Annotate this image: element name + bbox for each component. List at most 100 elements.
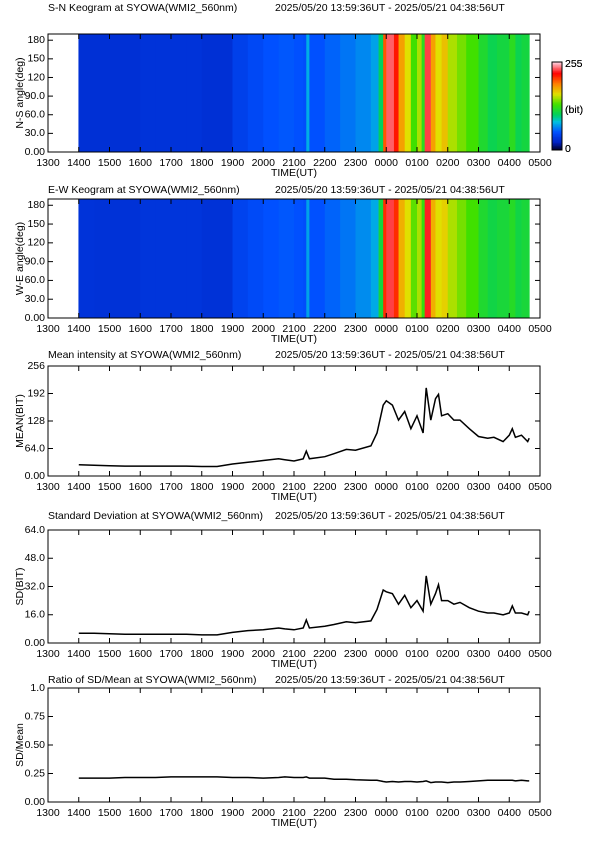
colorbar-step: [552, 86, 562, 89]
y-axis-label: MEAN(BIT): [14, 394, 26, 448]
x-axis-label: TIME(UT): [271, 333, 317, 345]
colorbar-step: [552, 114, 562, 117]
x-tick-label: 1600: [129, 157, 153, 169]
colorbar-step: [552, 103, 562, 105]
keogram-column: [78, 199, 95, 318]
keogram-column: [232, 199, 249, 318]
y-tick-label: 48.0: [25, 552, 46, 564]
colorbar-step: [552, 110, 562, 113]
x-tick-label: 0500: [528, 157, 552, 169]
x-tick-label: 0200: [436, 157, 460, 169]
x-tick-label: 2000: [252, 157, 276, 169]
x-tick-label: 1800: [190, 323, 214, 335]
x-tick-label: 1300: [36, 323, 60, 335]
x-tick-label: 1300: [36, 157, 60, 169]
colorbar-step: [552, 113, 562, 116]
colorbar-step: [552, 81, 562, 83]
keogram-column: [383, 34, 387, 152]
colorbar-min-label: 0: [565, 143, 571, 155]
colorbar-step: [552, 67, 562, 70]
x-tick-label: 0200: [436, 481, 460, 493]
x-tick-label: 2200: [313, 481, 337, 493]
x-tick-label: 2100: [282, 481, 306, 493]
keogram-column: [124, 199, 141, 318]
chart-title: Standard Deviation at SYOWA(WMI2_560nm): [48, 510, 263, 522]
x-tick-label: 0400: [498, 481, 522, 493]
colorbar-step: [552, 98, 562, 101]
data-line: [78, 575, 530, 636]
x-tick-label: 1700: [159, 323, 183, 335]
keogram-column: [456, 199, 467, 318]
x-tick-label: 0400: [498, 807, 522, 819]
colorbar-step: [552, 62, 562, 64]
y-tick-label: 120: [27, 237, 45, 249]
keogram-column: [309, 34, 326, 152]
colorbar-step: [552, 69, 562, 72]
x-tick-label: 1700: [159, 648, 183, 660]
y-tick-label: 60.0: [25, 109, 46, 121]
x-tick-label: 0000: [375, 157, 399, 169]
keogram-column: [509, 34, 516, 152]
colorbar-unit: (bit): [565, 104, 583, 116]
y-tick-label: 150: [27, 218, 45, 230]
colorbar-step: [552, 135, 562, 138]
keogram-column: [393, 34, 399, 152]
x-tick-label: 0200: [436, 323, 460, 335]
colorbar-step: [552, 128, 562, 130]
keogram-column: [294, 199, 304, 318]
y-tick-label: 30.0: [25, 293, 46, 305]
y-tick-label: 30.0: [25, 127, 46, 139]
colorbar-step: [552, 95, 562, 98]
keogram-column: [94, 34, 110, 152]
colorbar-step: [552, 138, 562, 141]
x-tick-label: 1900: [221, 323, 245, 335]
x-tick-label: 0300: [467, 323, 491, 335]
keogram-column: [306, 34, 310, 152]
colorbar-step: [552, 136, 562, 139]
x-tick-label: 1300: [36, 807, 60, 819]
colorbar-step: [552, 72, 562, 75]
x-tick-label: 0400: [498, 157, 522, 169]
chart-subtitle: 2025/05/20 13:59:36UT - 2025/05/21 04:38…: [275, 184, 505, 196]
x-tick-label: 0500: [528, 807, 552, 819]
chart-title: Mean intensity at SYOWA(WMI2_560nm): [48, 349, 241, 361]
y-tick-label: 150: [27, 53, 45, 65]
x-tick-label: 0400: [498, 323, 522, 335]
x-tick-label: 1600: [129, 323, 153, 335]
keogram-column: [521, 34, 530, 152]
keogram-column: [140, 199, 157, 318]
keogram-column: [404, 199, 412, 318]
x-tick-label: 0300: [467, 648, 491, 660]
x-tick-label: 1300: [36, 481, 60, 493]
keogram-column: [478, 199, 489, 318]
colorbar-step: [552, 139, 562, 142]
x-tick-label: 1500: [98, 157, 122, 169]
keogram-column: [78, 34, 95, 152]
x-tick-label: 2100: [282, 648, 306, 660]
x-tick-label: 1400: [67, 648, 91, 660]
y-tick-label: 0.00: [25, 637, 46, 649]
keogram-column: [294, 34, 304, 152]
colorbar-step: [552, 100, 562, 102]
x-tick-label: 1600: [129, 648, 153, 660]
x-tick-label: 0100: [405, 323, 429, 335]
keogram-column: [306, 199, 310, 318]
y-tick-label: 0.25: [25, 767, 46, 779]
keogram-column: [421, 199, 426, 318]
keogram-column: [441, 199, 449, 318]
chart-title: E-W Keogram at SYOWA(WMI2_560nm): [48, 184, 240, 196]
x-tick-label: 1500: [98, 481, 122, 493]
colorbar-step: [552, 64, 562, 67]
x-tick-label: 1700: [159, 481, 183, 493]
keogram-column: [140, 34, 157, 152]
x-tick-label: 1900: [221, 481, 245, 493]
y-tick-label: 16.0: [25, 609, 46, 621]
x-tick-label: 2100: [282, 157, 306, 169]
y-tick-label: 128: [27, 415, 45, 427]
y-tick-label: 180: [27, 34, 45, 46]
x-tick-label: 1900: [221, 157, 245, 169]
colorbar-step: [552, 76, 562, 79]
colorbar-step: [552, 145, 562, 148]
colorbar-step: [552, 116, 562, 119]
keogram-column: [386, 199, 395, 318]
